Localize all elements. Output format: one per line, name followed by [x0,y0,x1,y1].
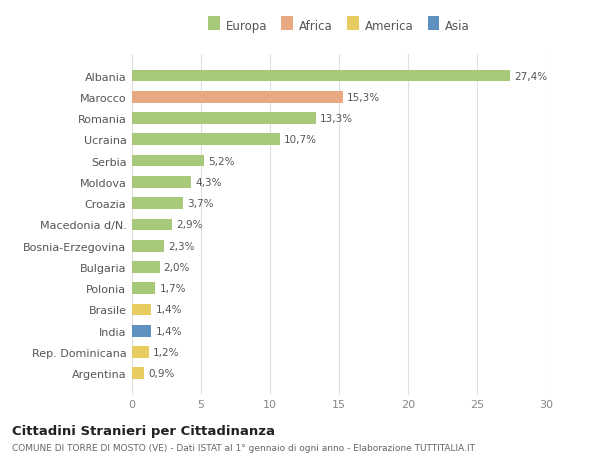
Text: 3,7%: 3,7% [187,199,214,209]
Legend: Europa, Africa, America, Asia: Europa, Africa, America, Asia [208,20,470,33]
Bar [132,71,510,82]
Text: 1,4%: 1,4% [155,326,182,336]
Text: 15,3%: 15,3% [347,93,380,102]
Bar [132,325,151,337]
Text: 10,7%: 10,7% [284,135,317,145]
Bar [132,347,149,358]
Text: 2,0%: 2,0% [164,263,190,272]
Text: 0,9%: 0,9% [149,369,175,379]
Text: 27,4%: 27,4% [514,71,547,81]
Text: 4,3%: 4,3% [196,178,222,187]
Text: 2,3%: 2,3% [168,241,194,251]
Bar [132,219,172,231]
Text: 1,4%: 1,4% [155,305,182,315]
Bar [132,198,183,209]
Bar [132,241,164,252]
Bar [132,113,316,125]
Bar [132,156,204,167]
Bar [132,283,155,294]
Text: 13,3%: 13,3% [320,114,353,124]
Text: 1,2%: 1,2% [152,347,179,357]
Bar [132,368,145,379]
Bar [132,177,191,188]
Text: 1,7%: 1,7% [160,284,186,294]
Bar [132,134,280,146]
Bar [132,92,343,103]
Bar [132,304,151,316]
Bar [132,262,160,273]
Text: 2,9%: 2,9% [176,220,203,230]
Text: 5,2%: 5,2% [208,156,235,166]
Text: Cittadini Stranieri per Cittadinanza: Cittadini Stranieri per Cittadinanza [12,424,275,437]
Text: COMUNE DI TORRE DI MOSTO (VE) - Dati ISTAT al 1° gennaio di ogni anno - Elaboraz: COMUNE DI TORRE DI MOSTO (VE) - Dati IST… [12,443,475,452]
